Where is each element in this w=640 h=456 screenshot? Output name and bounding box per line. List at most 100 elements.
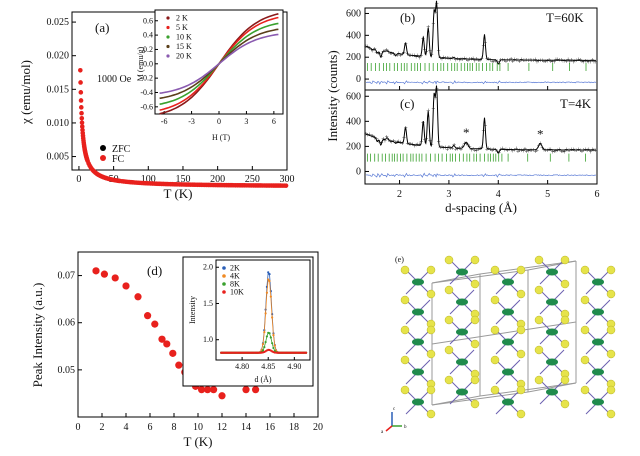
- ligand-atom: [426, 409, 436, 419]
- obs-point: +: [488, 56, 492, 64]
- inset-y-tick-label: 1.0: [203, 335, 213, 344]
- obs-point: +: [549, 57, 553, 65]
- fc-data-point: [78, 105, 84, 110]
- x-tick-label: 14: [241, 422, 251, 433]
- obs-point: +: [430, 141, 434, 149]
- peak-intensity-point: [111, 274, 119, 282]
- obs-point: +: [578, 56, 582, 64]
- obs-point: +: [469, 55, 473, 63]
- metal-atom: [502, 278, 514, 286]
- ligand-atom: [516, 289, 526, 299]
- obs-point: +: [438, 144, 442, 152]
- obs-point: +: [539, 139, 543, 147]
- panel-a-ylabel: χ (emu/mol): [18, 60, 33, 125]
- y-tick-label: 200: [346, 52, 361, 63]
- obs-point: +: [402, 48, 406, 56]
- obs-point: +: [582, 146, 586, 154]
- obs-point: +: [464, 56, 468, 64]
- obs-point: +: [424, 48, 428, 56]
- obs-point: +: [506, 56, 510, 64]
- inset-y-tick-label: 0.0: [143, 59, 153, 68]
- obs-point: +: [466, 56, 470, 64]
- obs-point: +: [385, 133, 389, 141]
- inset-y-tick-label: 0.6: [143, 16, 153, 25]
- panel-a: (a) 1000 Oe 0501001502002503000.0050.010…: [18, 9, 295, 201]
- difference-curve: [365, 172, 597, 178]
- metal-atom: [592, 368, 604, 376]
- inset-x-tick-label: 4.85: [261, 362, 275, 371]
- ligand-atom: [470, 399, 480, 409]
- obs-point: +: [426, 23, 430, 31]
- obs-point: +: [571, 58, 575, 66]
- x-tick-label: 6: [595, 189, 600, 200]
- fc-data-point: [79, 124, 85, 129]
- obs-point: +: [392, 137, 396, 145]
- inset-legend-label: 8K: [230, 280, 240, 289]
- obs-point: +: [437, 47, 441, 55]
- obs-point: +: [520, 147, 524, 155]
- y-tick-label: 0.020: [47, 51, 70, 62]
- obs-point: +: [526, 57, 530, 65]
- inset-y-tick-label: 1.5: [203, 299, 213, 308]
- inset-legend-label: 2K: [230, 264, 240, 273]
- panel-d-ylabel: Peak Intensity (a.u.): [30, 283, 45, 388]
- ligand-atom: [426, 385, 436, 395]
- obs-point: +: [559, 148, 563, 156]
- obs-point: +: [471, 55, 475, 63]
- peak-intensity-point: [204, 386, 212, 394]
- peak-intensity-point: [175, 361, 183, 369]
- obs-point: +: [506, 147, 510, 155]
- x-tick-label: 4: [124, 422, 129, 433]
- ligand-atom: [426, 289, 436, 299]
- obs-point: +: [456, 145, 460, 153]
- obs-point: +: [383, 137, 387, 145]
- obs-point: +: [416, 140, 420, 148]
- x-tick-label: 18: [289, 422, 299, 433]
- obs-point: +: [592, 146, 596, 154]
- ligand-atom: [490, 355, 500, 365]
- obs-point: +: [583, 57, 587, 65]
- obs-point: +: [564, 57, 568, 65]
- ligand-atom: [516, 325, 526, 335]
- ligand-atom: [426, 349, 436, 359]
- y-tick-label: 0.025: [47, 17, 70, 28]
- obs-point: +: [462, 140, 466, 148]
- obs-point: +: [570, 146, 574, 154]
- panel-e: (e) c a b: [381, 255, 616, 435]
- ligand-atom: [444, 345, 454, 355]
- obs-point: +: [397, 138, 401, 146]
- obs-point: +: [554, 147, 558, 155]
- obs-point: +: [412, 142, 416, 150]
- fc-data-point: [283, 183, 289, 188]
- obs-point: +: [378, 138, 382, 146]
- obs-point: +: [475, 147, 479, 155]
- obs-point: +: [385, 46, 389, 54]
- panel-d-xlabel: T (K): [183, 434, 212, 449]
- obs-point: +: [513, 146, 517, 154]
- obs-point: +: [445, 145, 449, 153]
- obs-point: +: [414, 141, 418, 149]
- x-tick-label: 0: [76, 422, 81, 433]
- obs-point: +: [418, 140, 422, 148]
- peak-intensity-point: [163, 340, 171, 348]
- fc-data-point: [79, 110, 84, 116]
- ligand-atom: [444, 285, 454, 295]
- obs-point: +: [423, 46, 427, 54]
- inset-x-tick-label: -6: [161, 117, 168, 126]
- ligand-atom: [534, 255, 544, 265]
- obs-point: +: [587, 146, 591, 154]
- metal-atom: [592, 398, 604, 406]
- obs-point: +: [516, 148, 520, 156]
- obs-point: +: [558, 56, 562, 64]
- obs-point: +: [480, 55, 484, 63]
- ligand-atom: [560, 339, 570, 349]
- obs-point: +: [568, 146, 572, 154]
- obs-point: +: [500, 56, 504, 64]
- x-tick-label: 20: [313, 422, 323, 433]
- metal-atom: [502, 368, 514, 376]
- peak-intensity-point: [158, 335, 166, 343]
- x-tick-label: 300: [280, 174, 295, 185]
- obs-point: +: [466, 141, 470, 149]
- y-tick-label: 600: [346, 8, 361, 19]
- ligand-atom: [444, 255, 454, 265]
